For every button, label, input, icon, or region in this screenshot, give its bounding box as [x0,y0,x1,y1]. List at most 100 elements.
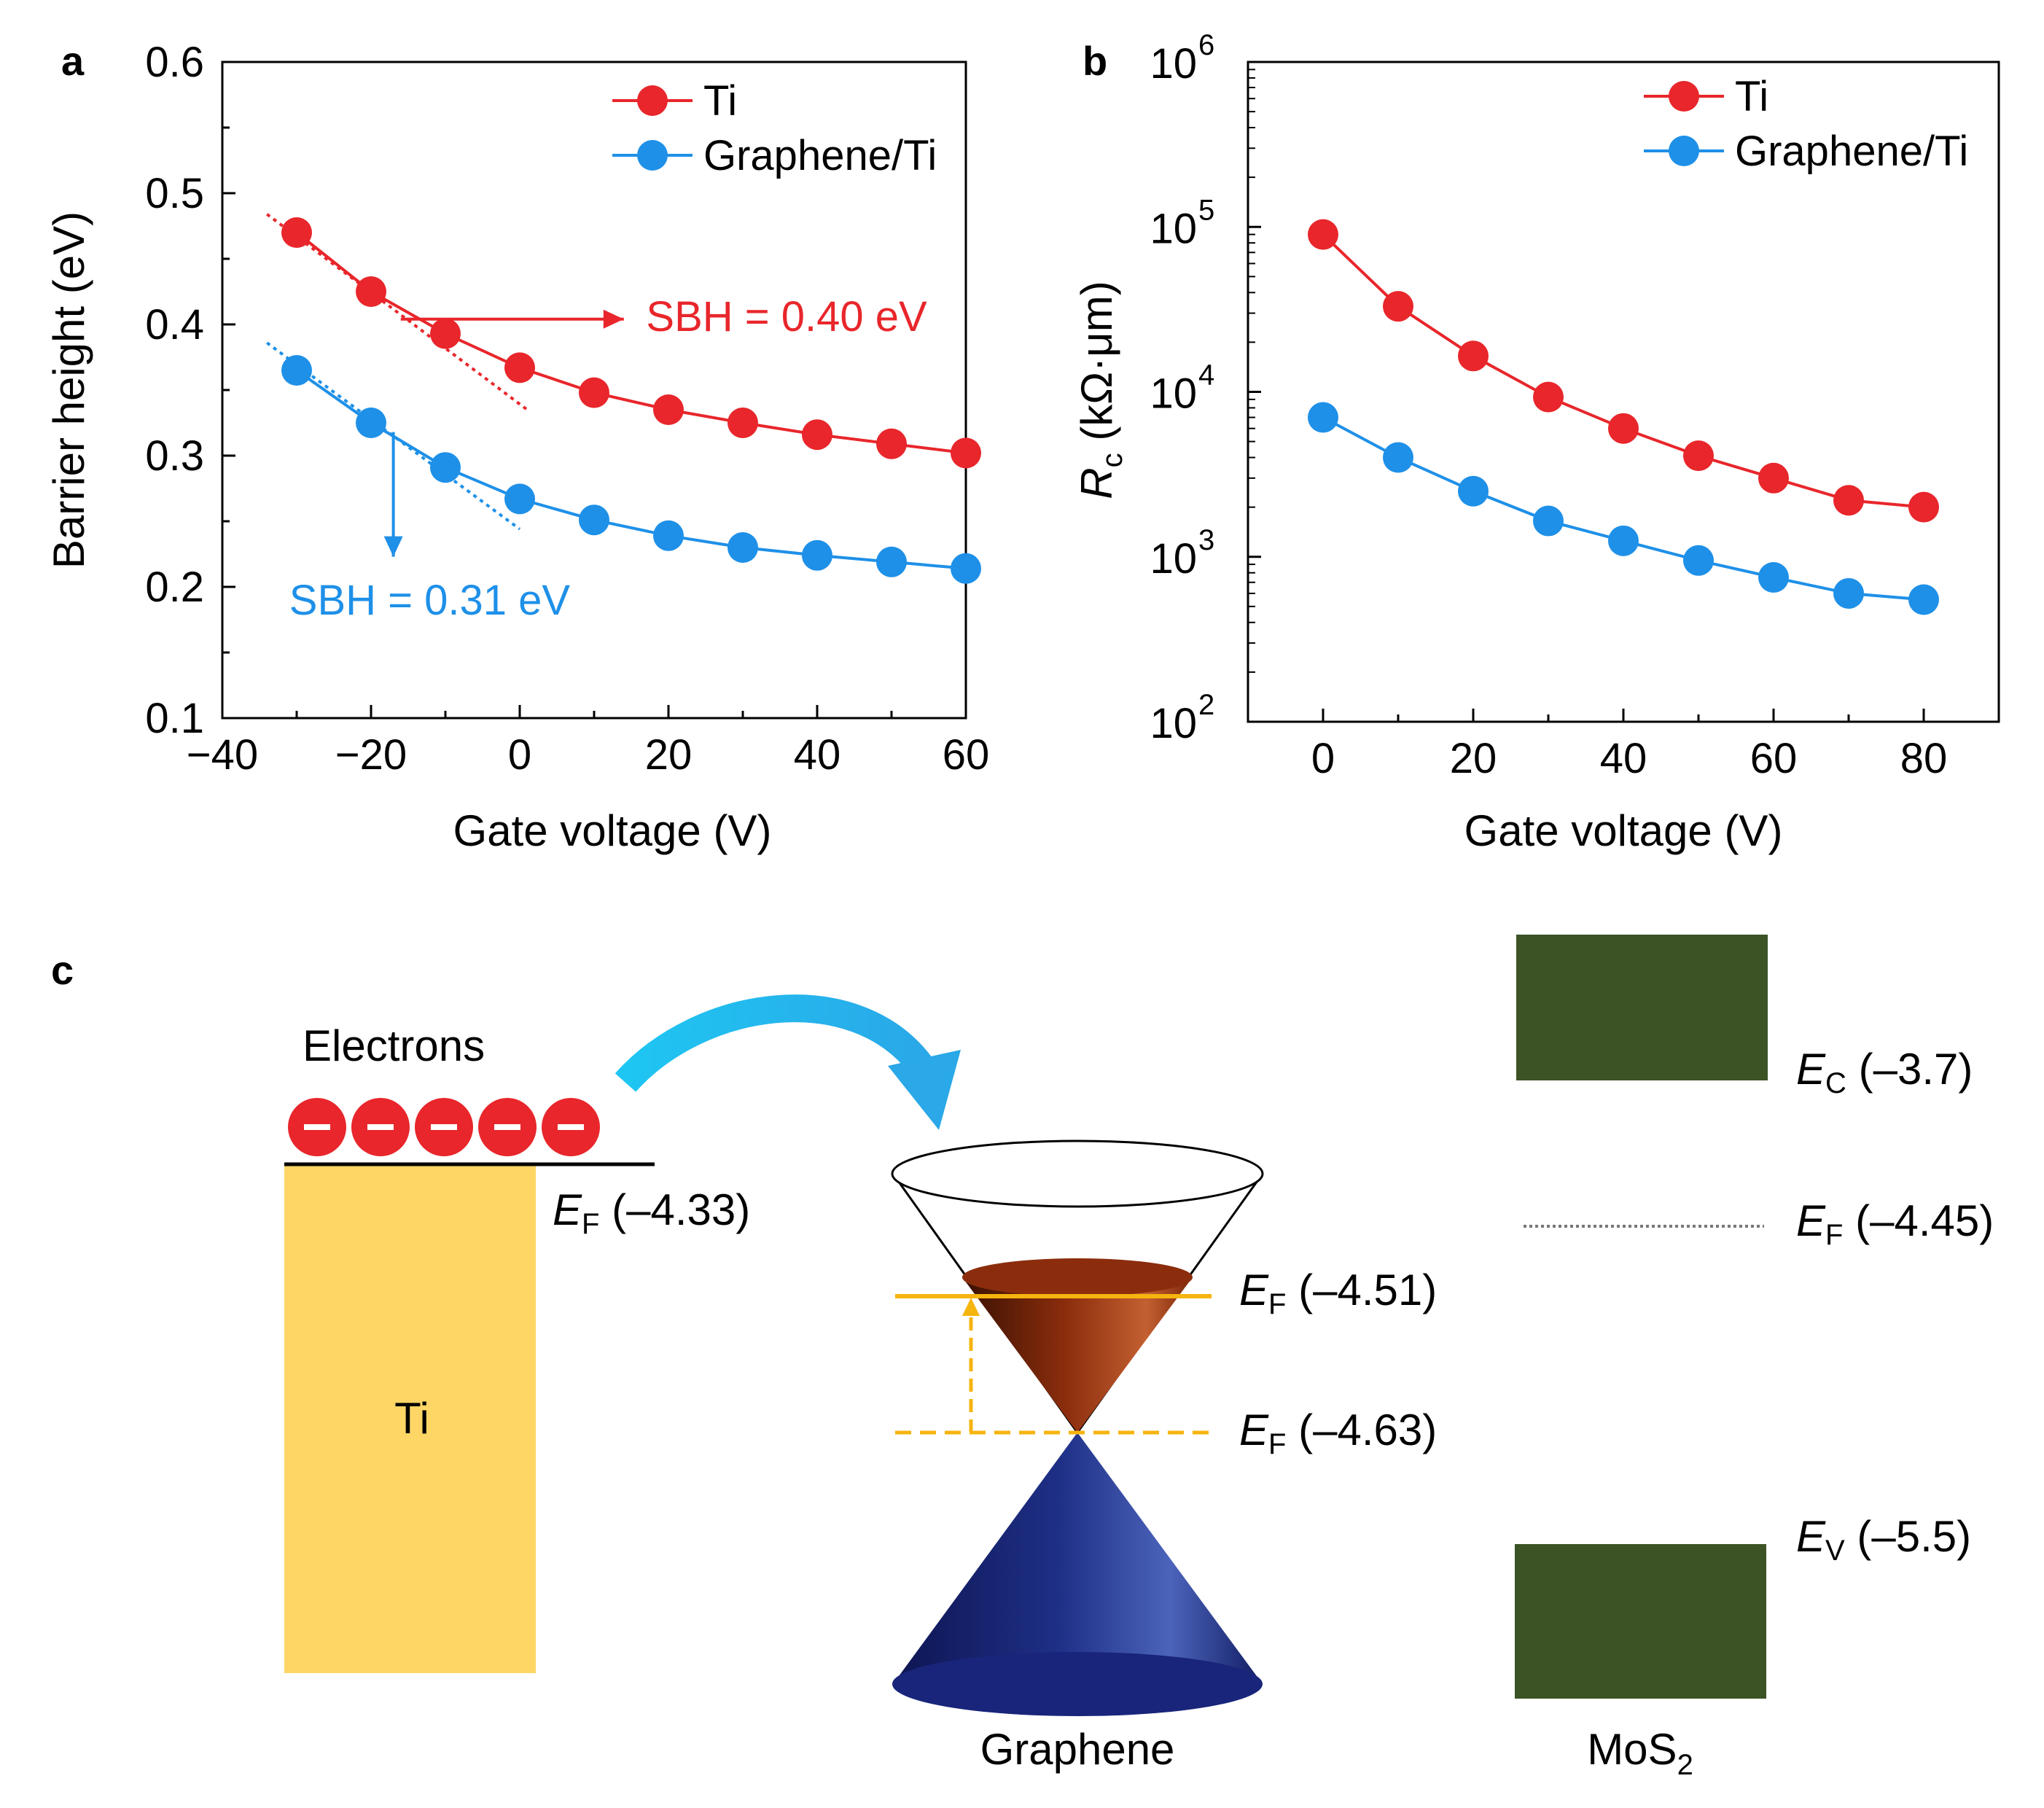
data-point [281,217,312,248]
mos2-ev-label: EV (–5.5) [1796,1512,1971,1567]
y-tick-exponent: 3 [1198,524,1214,556]
data-point [1908,584,1939,615]
linear-fit-line [265,213,528,411]
panel-a: a −40 −20 0 20 40 60 0.1 0.2 0.3 0.4 0.5 0.6 SBH = … [44,38,989,855]
panel-a-fit-lines [265,213,528,531]
data-point [1383,291,1413,322]
ti-metal-block [284,1164,536,1673]
data-point [802,539,832,571]
data-point [504,352,535,383]
legend-label: Graphene/Ti [1735,128,1968,175]
y-tick-label: 10 [1150,370,1197,418]
fermi-shift-arrowhead [962,1298,980,1316]
data-point [802,419,832,451]
panel-c-label: c [51,947,74,993]
graphene-lower-cone-base [892,1652,1263,1716]
panel-a-ticks: −40 −20 0 20 40 60 0.1 0.2 0.3 0.4 0.5 0.6 [145,39,989,779]
panel-a-y-axis-title: Barrier height (eV) [44,211,93,569]
data-point [1308,402,1338,433]
panel-b-x-axis-title: Gate voltage (V) [1464,806,1783,855]
series-line [295,369,967,570]
electron-transfer-arrowhead [888,1050,961,1130]
data-point [430,452,461,483]
y-tick-label: 10 [1150,700,1197,747]
sbh-annotation: SBH = 0.40 eV [646,293,927,340]
legend-label: Graphene/Ti [703,132,937,179]
data-point [1608,525,1639,556]
data-point [1458,340,1489,372]
data-point [876,546,907,577]
data-point [1758,562,1789,593]
y-tick-label: 0.4 [145,301,204,348]
data-point [1683,545,1714,576]
graphene-fermi-label-high: EF (–4.51) [1239,1266,1437,1320]
graphene-filled-cone-surface [962,1258,1193,1296]
panel-b-series [1308,219,1939,615]
mos2-ec-label: EC (–3.7) [1796,1045,1973,1099]
legend-marker [637,140,668,171]
data-point [1383,442,1413,473]
panel-b-y-axis-title: Rc (kΩ·μm) [1072,281,1128,499]
data-point [1758,462,1789,494]
x-tick-label: 20 [645,731,693,779]
data-point [1833,485,1864,516]
data-point [653,394,684,425]
electron-row [288,1098,600,1156]
electron-minus-sign [304,1124,330,1130]
y-tick-label: 0.1 [145,695,204,742]
legend-marker [1669,81,1699,112]
panel-c: c Ti Electrons EF (–4.33) EF (–4.51) EF … [51,935,1994,1781]
graphene-filled-upper-cone [962,1277,1193,1433]
data-point [356,408,386,438]
panel-a-legend: Ti Graphene/Ti [612,77,937,179]
x-tick-label: 60 [943,731,990,779]
graphene-fermi-label-low: EF (–4.63) [1239,1406,1437,1460]
data-point [1533,381,1564,413]
mos2-label: MoS2 [1587,1725,1693,1781]
data-point [1908,491,1939,523]
annotation-arrowhead [383,536,403,557]
y-tick-label: 0.2 [145,564,204,611]
electron-minus-sign [558,1124,584,1130]
legend-label: Ti [1735,73,1768,120]
legend-marker [637,85,668,116]
panel-b-label: b [1083,38,1107,84]
y-tick-exponent: 4 [1198,359,1214,391]
panel-a-label: a [61,38,85,84]
electron-transfer-arrow [615,994,932,1092]
series-line [1322,233,1924,509]
data-point [1308,219,1338,250]
legend-marker [1669,136,1699,166]
y-tick-label: 10 [1150,40,1197,87]
data-point [951,553,981,584]
ti-label: Ti [394,1394,429,1443]
data-point [653,520,684,551]
panel-a-x-axis-title: Gate voltage (V) [453,806,772,855]
data-point [1533,505,1564,537]
data-point [1833,577,1864,609]
panel-b-legend: Ti Graphene/Ti [1644,73,1968,175]
y-tick-label: 10 [1150,535,1197,582]
series-line [295,231,967,455]
y-tick-exponent: 2 [1198,689,1214,721]
y-tick-exponent: 6 [1198,29,1214,61]
sbh-annotation: SBH = 0.31 eV [289,577,571,624]
ti-fermi-label: EF (–4.33) [553,1185,750,1240]
data-point [1683,440,1714,472]
data-point [951,437,981,469]
y-tick-exponent: 5 [1198,194,1214,226]
x-tick-label: 20 [1450,735,1497,782]
data-point [504,483,535,515]
x-tick-label: −40 [187,731,258,779]
y-tick-label: 0.6 [145,39,204,86]
electrons-label: Electrons [303,1021,485,1070]
x-tick-label: 0 [1311,735,1335,782]
x-tick-label: 0 [508,731,531,779]
data-point [728,408,758,438]
graphene-cone-top-rim [891,1139,1264,1208]
graphene-label: Graphene [980,1725,1175,1774]
data-point [579,377,609,408]
